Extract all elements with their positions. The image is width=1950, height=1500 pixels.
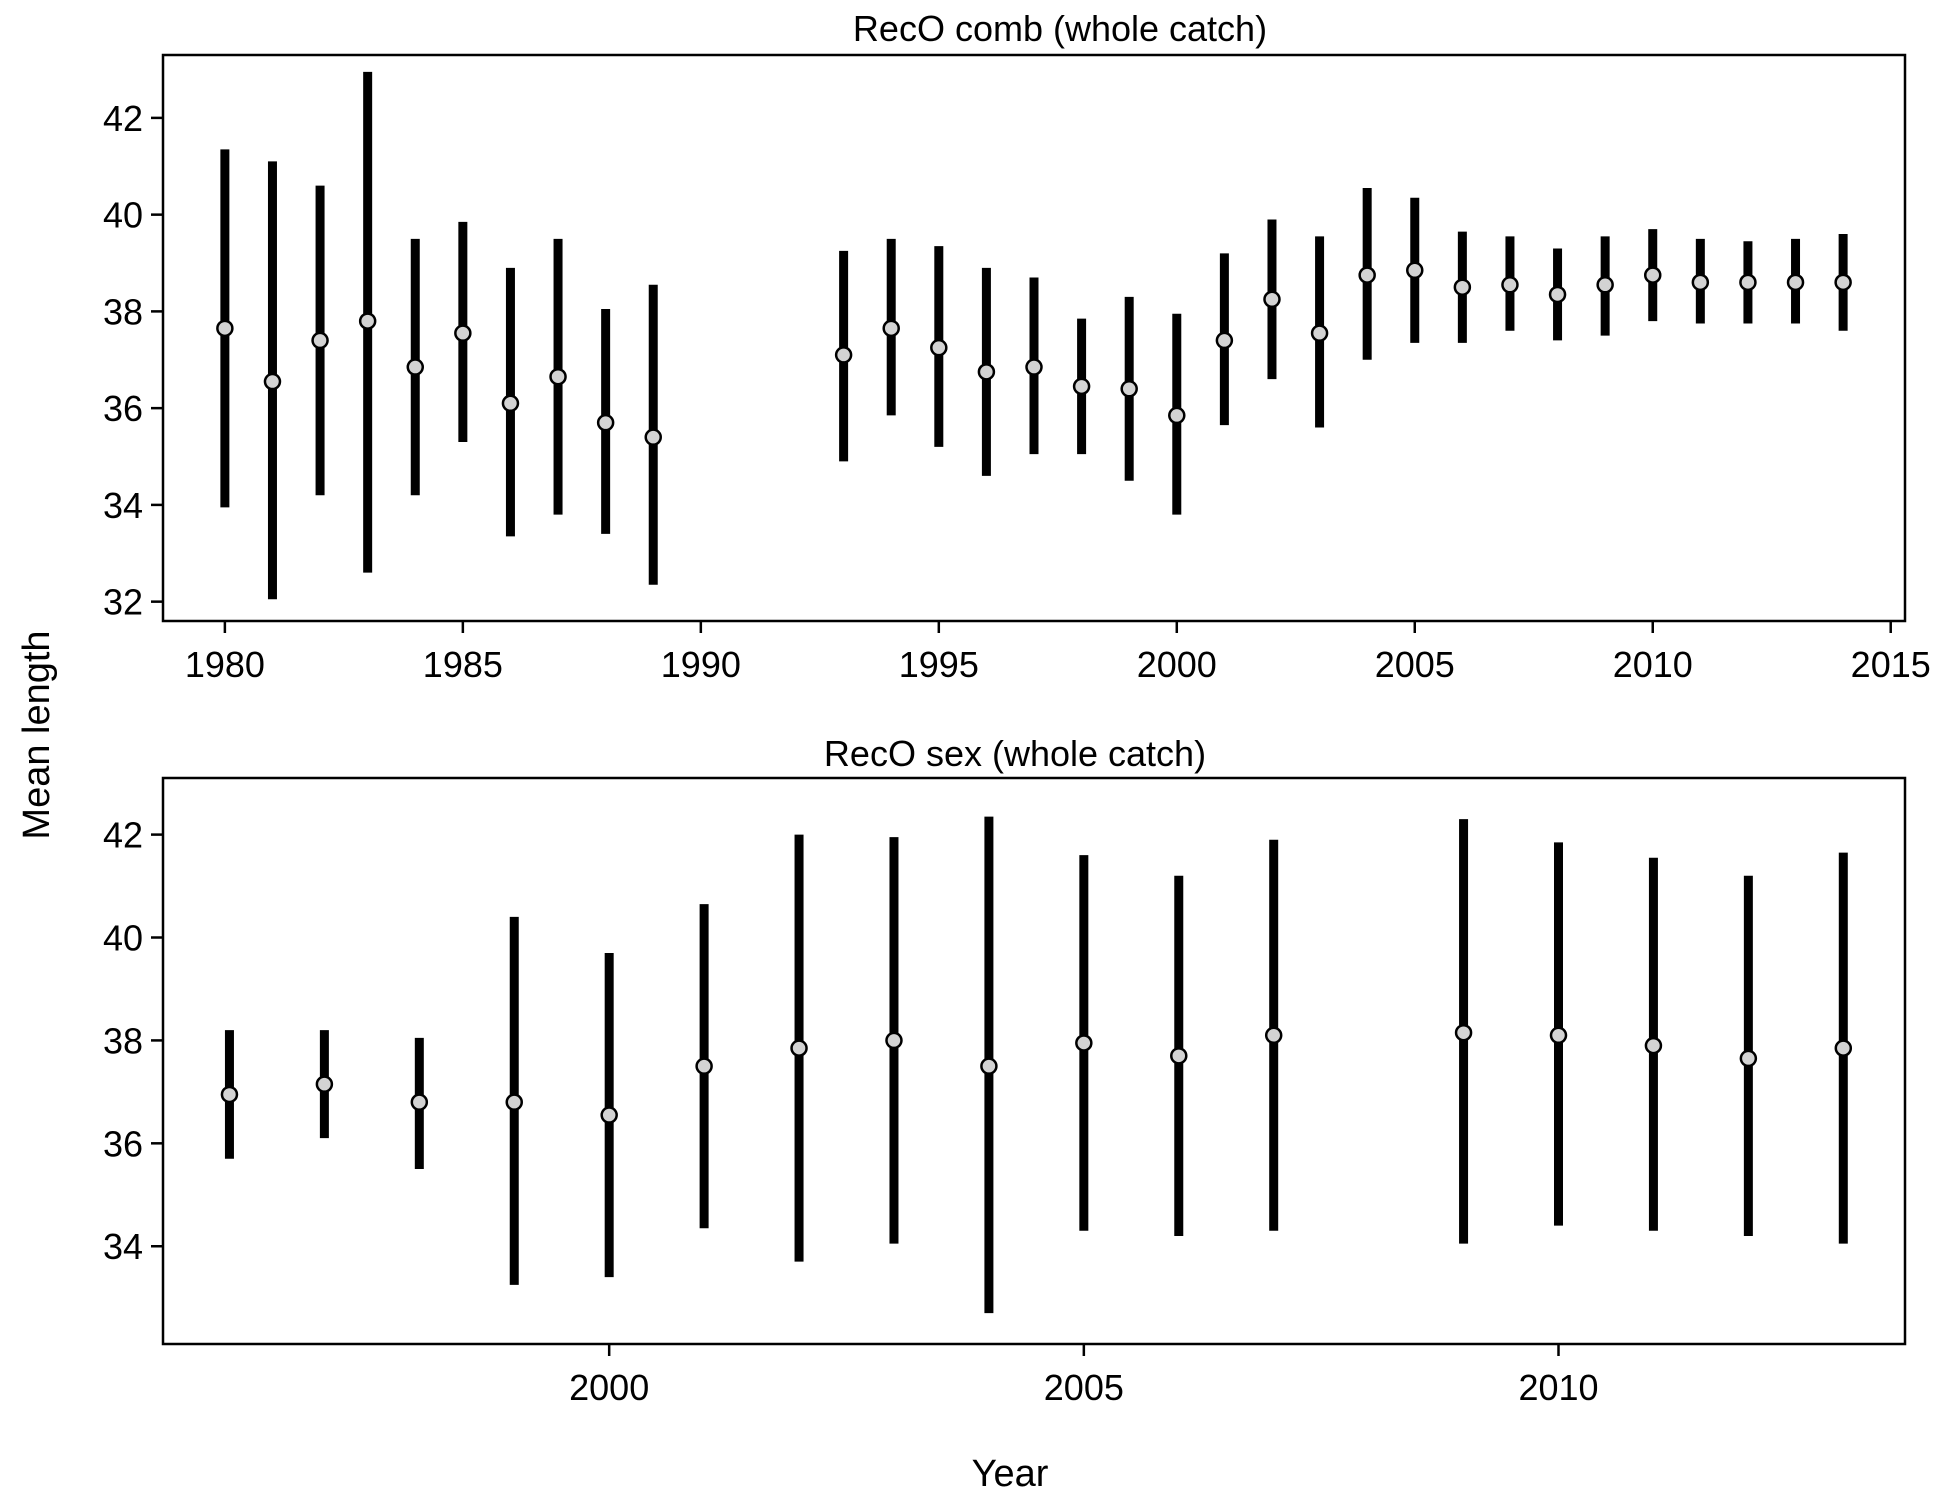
y-tick-label: 42 [103,98,143,139]
mean-point [406,358,425,376]
mean-point [1739,1049,1758,1068]
mean-point [790,1039,808,1057]
x-tick-label: 2005 [1375,644,1455,685]
mean-point [1025,358,1043,376]
y-tick-label: 42 [103,815,143,856]
mean-point [1406,261,1424,280]
mean-point [501,394,520,413]
panel-title: RecO sex (whole catch) [824,733,1206,774]
mean-point [315,1075,334,1093]
y-tick-label: 38 [103,1020,143,1061]
mean-point [505,1093,523,1111]
mean-point [1075,1034,1093,1052]
x-tick-label: 2015 [1851,644,1931,685]
mean-point [1310,324,1329,342]
mean-point [1264,1026,1283,1045]
y-tick-label: 40 [103,918,143,959]
mean-point [980,1057,998,1075]
mean-point [454,324,472,342]
plot-frame [161,776,1907,1346]
x-tick-label: 1990 [661,644,741,685]
mean-point [885,1031,903,1050]
mean-point [1168,406,1186,425]
mean-point [644,428,662,446]
mean-point [1453,278,1472,296]
y-tick-label: 34 [103,485,143,526]
mean-point [930,338,948,357]
x-tick-label: 1985 [423,644,503,685]
x-tick-label: 2010 [1613,644,1693,685]
mean-point [977,363,996,381]
mean-point [1548,285,1567,304]
data-marks [216,71,1852,600]
mean-point [549,367,567,386]
mean-point [1739,273,1757,292]
mean-point [1786,273,1805,292]
mean-point [1072,377,1091,396]
mean-point [1215,331,1234,350]
mean-point [1643,266,1662,284]
y-axis: 34 36 38 40 42 [103,815,163,1267]
mean-point [882,319,900,338]
mean-point [1596,276,1614,294]
mean-point [596,413,615,432]
y-axis-label: Mean length [16,630,58,839]
mean-point [1454,1023,1473,1042]
x-axis: 2000 2005 2010 [569,1344,1599,1408]
mean-point [1120,380,1138,398]
y-tick-label: 32 [103,582,143,623]
mean-point [220,1085,239,1104]
plot-frame [161,53,1907,623]
mean-point [1501,276,1519,294]
mean-point [1691,273,1710,292]
mean-point [695,1057,713,1075]
x-axis-label: Year [972,1453,1049,1495]
mean-point [1263,290,1281,309]
mean-point [834,346,853,364]
x-axis: 1980 1985 1990 1995 2000 2005 2010 2015 [185,621,1931,685]
y-tick-label: 40 [103,195,143,236]
mean-point [1644,1036,1663,1055]
mean-point [1834,273,1852,292]
mean-point [358,312,377,330]
y-tick-label: 36 [103,388,143,429]
y-tick-label: 38 [103,291,143,332]
x-tick-label: 2005 [1044,1367,1124,1408]
panel-reco-sex: RecO sex (whole catch) 2000 2005 2010 34 36… [103,733,1907,1408]
x-tick-label: 1995 [899,644,979,685]
x-tick-label: 2010 [1518,1367,1598,1408]
panel-reco-comb: RecO comb (whole catch) 1980 1985 1990 1995… [103,8,1931,685]
mean-point [600,1106,618,1124]
y-axis: 32 34 36 38 40 42 [103,98,163,623]
mean-point [1358,266,1376,284]
y-tick-label: 34 [103,1226,143,1267]
mean-point [1170,1047,1188,1065]
mean-point [216,319,234,338]
mean-point [311,331,329,350]
mean-point [263,372,282,391]
panel-title: RecO comb (whole catch) [853,8,1267,49]
x-tick-label: 2000 [569,1367,649,1408]
x-tick-label: 2000 [1137,644,1217,685]
mean-point [1549,1026,1568,1045]
y-tick-label: 36 [103,1123,143,1164]
data-marks [220,816,1853,1314]
mean-point [410,1093,429,1111]
x-tick-label: 1980 [185,644,265,685]
mean-point [1834,1039,1853,1057]
